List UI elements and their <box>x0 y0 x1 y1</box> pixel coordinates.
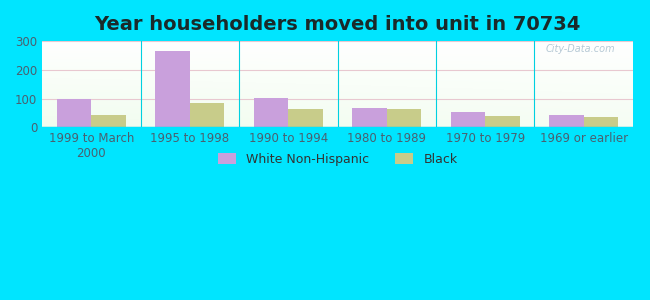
Text: City-Data.com: City-Data.com <box>545 44 615 54</box>
Bar <box>387 109 421 127</box>
Bar <box>450 112 485 127</box>
Bar <box>485 116 520 127</box>
Bar <box>584 117 618 127</box>
Bar <box>549 115 584 127</box>
Legend: White Non-Hispanic, Black: White Non-Hispanic, Black <box>213 148 462 171</box>
Bar <box>57 99 92 127</box>
Bar <box>352 108 387 127</box>
Bar <box>190 103 224 127</box>
Bar <box>289 110 323 127</box>
Bar <box>254 98 289 127</box>
Title: Year householders moved into unit in 70734: Year householders moved into unit in 707… <box>94 15 580 34</box>
Bar <box>92 115 126 127</box>
Bar <box>155 51 190 127</box>
